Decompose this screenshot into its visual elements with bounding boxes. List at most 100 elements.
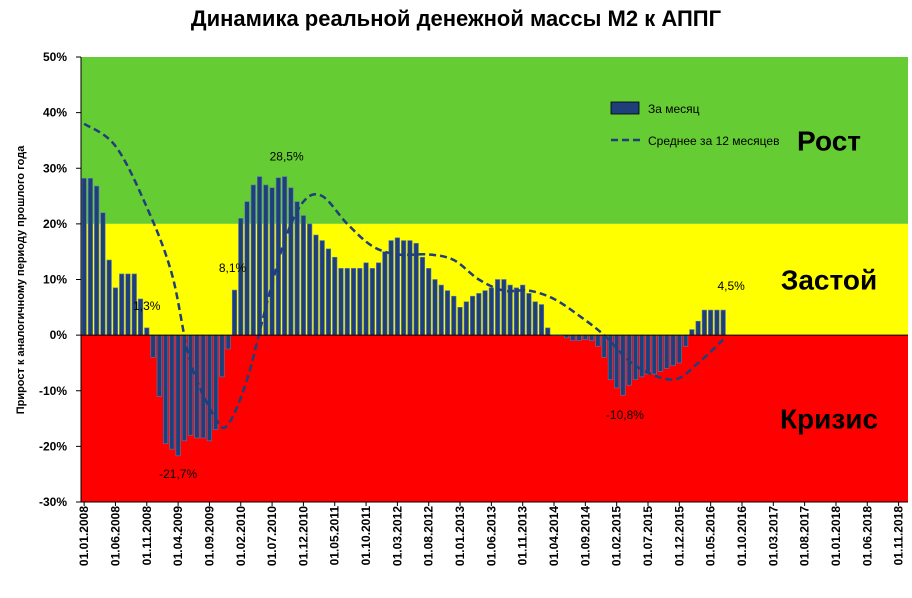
y-axis-label: Прирост к аналогичному периоду прошлого … [15, 145, 27, 414]
bar [476, 293, 482, 336]
x-tick-label: 01.04.2014 [547, 506, 561, 566]
y-tick-label: -20% [39, 439, 67, 453]
bar [482, 290, 488, 336]
x-tick-label: 01.01.2008 [77, 506, 91, 566]
bar [344, 268, 350, 336]
bar [219, 334, 225, 378]
legend: За месяц Среднее за 12 месяцев [610, 101, 779, 148]
data-labels: 1,3% -21,7% 8,1% 28,5% -10,8% 4,5% [133, 150, 745, 481]
bar [589, 334, 595, 341]
bar [338, 268, 344, 336]
bar [451, 295, 457, 336]
bar [388, 240, 394, 336]
bar [651, 334, 657, 375]
x-tick-label: 01.11.2018 [892, 506, 906, 566]
bar [601, 334, 607, 358]
bar [595, 334, 601, 347]
bar [325, 248, 332, 336]
bar [125, 273, 131, 336]
bar [100, 212, 106, 336]
bar [532, 301, 538, 336]
bar [432, 279, 438, 336]
data-label: 1,3% [133, 299, 161, 313]
data-label: -21,7% [159, 467, 197, 481]
bar [607, 334, 613, 380]
bar [175, 334, 181, 457]
bar [257, 176, 263, 336]
zone-label: Рост [797, 125, 861, 156]
bar [87, 177, 93, 336]
x-tick-label: 01.10.2011 [359, 506, 373, 566]
x-tick-label: 01.05.2011 [328, 506, 342, 566]
zone-label: Кризис [780, 404, 878, 435]
bar [194, 334, 200, 439]
bar [150, 334, 156, 358]
y-tick-label: 10% [43, 273, 67, 287]
bar [545, 327, 551, 336]
bar [188, 334, 194, 436]
bar [163, 334, 169, 444]
y-tick-label: 20% [43, 217, 67, 231]
bar [463, 301, 469, 336]
y-tick-label: 0% [50, 328, 68, 342]
zone-labels: Рост Застой Кризис [780, 125, 878, 434]
data-label: 28,5% [270, 150, 304, 164]
bar [394, 237, 400, 336]
bar [238, 218, 244, 336]
bar [714, 309, 720, 336]
bar [501, 279, 507, 336]
legend-bar-swatch [610, 101, 640, 115]
bar [288, 187, 294, 336]
zone-band [81, 223, 908, 336]
x-tick-label: 01.08.2012 [422, 506, 436, 566]
x-tick-label: 01.06.2008 [108, 506, 122, 566]
bar [200, 334, 206, 439]
bar [363, 262, 369, 336]
x-tick-label: 01.06.2018 [860, 506, 874, 566]
bar [488, 287, 494, 336]
bar [294, 201, 300, 336]
bar [632, 334, 639, 380]
bar [81, 177, 87, 336]
bar [444, 290, 451, 336]
data-label: 4,5% [717, 279, 745, 293]
x-tick-label: 01.11.2008 [140, 506, 154, 566]
x-tick-label: 01.01.2018 [829, 506, 843, 566]
bar [350, 268, 357, 336]
chart-title: Динамика реальной денежной массы М2 к АП… [190, 6, 722, 31]
zone-bands [81, 57, 908, 502]
x-tick-label: 01.12.2015 [672, 506, 686, 566]
bar [413, 243, 419, 336]
x-tick-labels: 01.01.2008 01.06.2008 01.11.2008 01.04.2009… [77, 506, 905, 566]
x-tick-label: 01.02.2015 [610, 506, 624, 566]
legend-line-label: Среднее за 12 месяцев [648, 134, 779, 148]
bar [369, 268, 375, 336]
y-tick-label: 50% [43, 50, 67, 64]
bar [419, 256, 426, 336]
bar [639, 334, 645, 378]
bar [250, 184, 256, 336]
bar [119, 273, 125, 336]
bar [664, 334, 670, 369]
bar [683, 334, 689, 347]
bar [507, 284, 513, 336]
x-tick-label: 01.07.2015 [641, 506, 655, 566]
bar [676, 334, 682, 364]
axes [76, 56, 908, 506]
legend-bar-label: За месяц [648, 102, 700, 116]
bar [513, 287, 519, 336]
bar [695, 320, 701, 336]
bar [319, 240, 325, 336]
x-tick-label: 01.09.2014 [578, 506, 592, 566]
y-tick-label: -30% [39, 495, 67, 509]
bar [570, 334, 576, 341]
bar [313, 234, 319, 336]
bar [526, 293, 532, 336]
bar [282, 176, 288, 336]
bar [708, 309, 714, 336]
x-tick-label: 01.12.2010 [296, 506, 310, 566]
bar [275, 177, 281, 336]
bar [94, 185, 100, 336]
x-tick-label: 01.04.2009 [171, 506, 185, 566]
x-tick-label: 01.08.2017 [798, 506, 812, 566]
